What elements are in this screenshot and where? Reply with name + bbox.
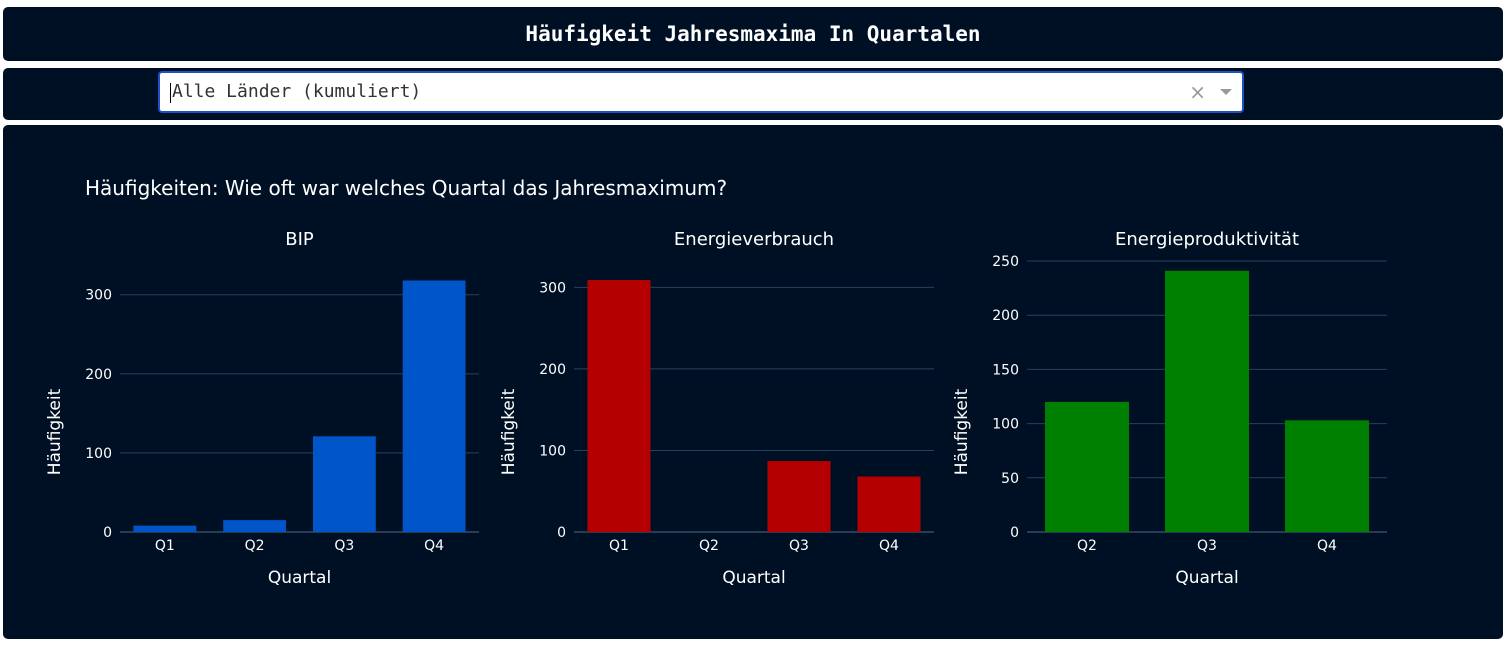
y-tick-label: 100 bbox=[539, 443, 566, 459]
x-tick-label: Q3 bbox=[789, 538, 809, 554]
bar-q2[interactable] bbox=[1045, 401, 1129, 532]
bar-q2[interactable] bbox=[223, 520, 287, 532]
chart-panel: Häufigkeiten: Wie oft war welches Quarta… bbox=[3, 125, 1503, 639]
clear-icon[interactable]: × bbox=[1189, 80, 1206, 104]
y-tick-label: 200 bbox=[85, 367, 112, 383]
country-dropdown[interactable]: Alle Länder (kumuliert) × bbox=[158, 71, 1244, 113]
x-tick-label: Q2 bbox=[1077, 538, 1097, 554]
x-axis-title: Quartal bbox=[722, 568, 785, 588]
x-tick-label: Q4 bbox=[879, 538, 899, 554]
y-tick-label: 50 bbox=[1001, 471, 1019, 487]
x-axis-title: Quartal bbox=[1175, 568, 1238, 588]
x-tick-label: Q3 bbox=[1197, 538, 1217, 554]
x-tick-label: Q4 bbox=[424, 538, 444, 554]
subplot-title: BIP bbox=[285, 229, 314, 250]
subplot-title: Energieverbrauch bbox=[674, 229, 834, 250]
chart-figure: Häufigkeiten: Wie oft war welches Quarta… bbox=[45, 176, 1387, 588]
bar-q1[interactable] bbox=[133, 525, 197, 532]
subplots: 0 100 200 300 Q1 Q2 Q3 Q4 BIP Quartal Häufigkeit 0 1… bbox=[45, 229, 1387, 588]
figure-title: Häufigkeiten: Wie oft war welches Quarta… bbox=[85, 176, 727, 200]
page-title: Häufigkeit Jahresmaxima In Quartalen bbox=[525, 22, 981, 46]
title-panel: Häufigkeit Jahresmaxima In Quartalen bbox=[3, 7, 1503, 61]
y-axis-title: Häufigkeit bbox=[952, 388, 972, 475]
x-tick-label: Q1 bbox=[609, 538, 629, 554]
bar-q4[interactable] bbox=[1285, 420, 1369, 532]
bar-q4[interactable] bbox=[857, 476, 921, 532]
y-tick-label: 100 bbox=[85, 446, 112, 462]
bar-q1[interactable] bbox=[587, 279, 651, 532]
y-tick-label: 0 bbox=[1010, 525, 1019, 541]
x-tick-label: Q4 bbox=[1317, 538, 1337, 554]
y-tick-label: 100 bbox=[992, 417, 1019, 433]
y-tick-label: 0 bbox=[103, 525, 112, 541]
y-tick-label: 200 bbox=[992, 308, 1019, 324]
x-tick-label: Q2 bbox=[245, 538, 265, 554]
y-tick-label: 0 bbox=[557, 525, 566, 541]
x-tick-label: Q2 bbox=[699, 538, 719, 554]
bar-q3[interactable] bbox=[312, 436, 376, 532]
y-axis-title: Häufigkeit bbox=[499, 388, 519, 475]
bar-q3[interactable] bbox=[1165, 270, 1249, 532]
subplot-title: Energieproduktivität bbox=[1115, 229, 1299, 250]
dropdown-panel: Alle Länder (kumuliert) × bbox=[3, 68, 1503, 120]
y-tick-label: 300 bbox=[539, 280, 566, 296]
y-tick-label: 300 bbox=[85, 288, 112, 304]
x-tick-label: Q3 bbox=[334, 538, 354, 554]
chevron-down-icon[interactable] bbox=[1220, 89, 1232, 95]
y-tick-label: 250 bbox=[992, 254, 1019, 270]
x-axis-title: Quartal bbox=[268, 568, 331, 588]
bar-q4[interactable] bbox=[402, 280, 466, 532]
y-tick-label: 150 bbox=[992, 362, 1019, 378]
y-axis-title: Häufigkeit bbox=[45, 388, 65, 475]
country-dropdown-value: Alle Länder (kumuliert) bbox=[169, 73, 421, 111]
x-tick-label: Q1 bbox=[155, 538, 175, 554]
bar-q3[interactable] bbox=[767, 461, 831, 532]
y-tick-label: 200 bbox=[539, 362, 566, 378]
